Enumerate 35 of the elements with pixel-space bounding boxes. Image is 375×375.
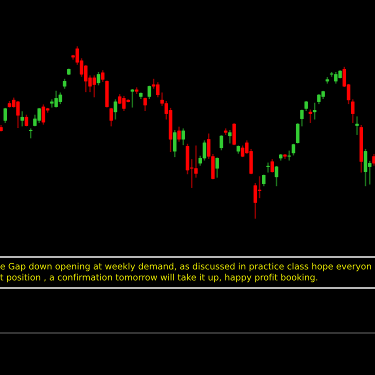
candlestick [143,98,147,111]
candlestick [28,128,32,138]
candlestick [96,72,100,86]
candlestick [114,99,118,120]
candlestick [24,114,28,126]
candlestick [177,126,181,142]
candlestick [215,157,219,178]
candlestick [262,174,266,186]
candlestick [254,183,258,219]
candlestick [58,92,62,104]
candlestick [270,159,274,173]
candlestick [42,104,46,125]
candlestick [240,145,244,158]
candlestick [37,108,41,123]
candlestick [109,108,113,126]
text: t position , a confirmation tomorrow will take it up, happy profit booking. [0,274,318,282]
candlestick [372,154,375,166]
candlestick [173,130,177,158]
candlestick [364,148,368,186]
text: e Gap down opening at weekly demand, as discussed in practice class hope everyon [0,262,371,272]
candlestick [312,102,316,120]
candlestick [16,101,20,128]
candlestick [220,135,224,150]
candlestick [274,166,278,186]
candlestick [148,86,152,99]
candlestick [122,96,126,111]
candlestick [54,90,58,108]
candlestick [182,128,185,146]
candlestick [20,111,24,126]
candlestick [355,116,359,135]
candlestick [130,89,134,108]
candlestick [308,110,312,123]
candlestick [228,130,232,144]
candlestick [232,123,236,146]
candlestick [4,108,7,123]
